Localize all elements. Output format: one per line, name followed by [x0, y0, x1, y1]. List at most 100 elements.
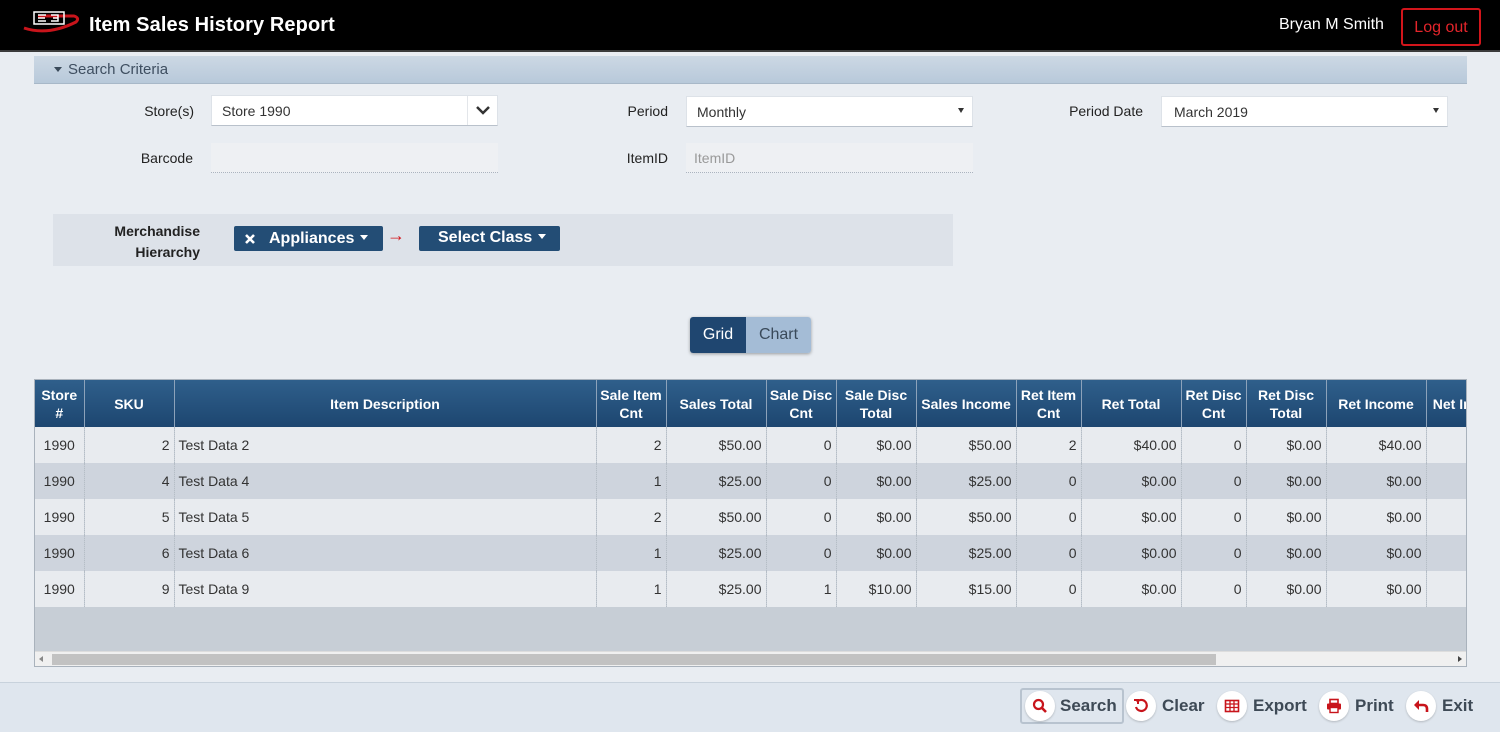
- remove-icon[interactable]: [244, 233, 256, 245]
- table-cell: 2: [1016, 427, 1082, 463]
- table-cell: $0.00: [836, 535, 917, 571]
- table-cell: 1: [596, 463, 667, 499]
- department-chip[interactable]: Appliances: [234, 226, 383, 251]
- scrollbar-thumb[interactable]: [52, 654, 1216, 665]
- barcode-input[interactable]: [211, 143, 498, 173]
- column-header[interactable]: Ret Disc Cnt: [1181, 380, 1247, 427]
- column-header[interactable]: Ret Item Cnt: [1016, 380, 1082, 427]
- table-row[interactable]: 1990 2 Test Data 2 2 $50.00 0 $0.00 $50.00 2 $40.…: [35, 427, 1466, 463]
- stores-select-value: Store 1990: [222, 103, 291, 119]
- export-button-label: Export: [1253, 696, 1307, 715]
- table-cell: $0.00: [1081, 463, 1182, 499]
- table-row[interactable]: 1990 5 Test Data 5 2 $50.00 0 $0.00 $50.00 0 $0.0…: [35, 499, 1466, 535]
- caret-down-icon: [538, 233, 547, 239]
- view-toggle: Grid Chart: [690, 317, 811, 353]
- dropdown-arrow-icon: [958, 108, 964, 113]
- column-header[interactable]: SKU: [84, 380, 175, 427]
- chevron-down-icon[interactable]: [467, 96, 497, 125]
- chart-view-button[interactable]: Chart: [746, 317, 811, 353]
- column-header[interactable]: Ret Total: [1081, 380, 1182, 427]
- e3-logo-icon: [23, 11, 80, 33]
- scroll-right-icon[interactable]: [1458, 656, 1462, 662]
- table-cell: 0: [1016, 463, 1082, 499]
- search-icon: [1025, 691, 1055, 721]
- column-header[interactable]: Ret Income: [1326, 380, 1427, 427]
- select-class-chip[interactable]: Select Class: [419, 226, 560, 251]
- table-cell: $0.00: [836, 427, 917, 463]
- search-criteria-label: Search Criteria: [68, 61, 169, 78]
- table-cell: $0.00: [1081, 535, 1182, 571]
- table-cell: 1990: [35, 463, 85, 499]
- table-cell: $25.00: [916, 535, 1017, 571]
- printer-icon: [1319, 691, 1349, 721]
- period-label: Period: [627, 103, 668, 119]
- column-header[interactable]: Sales Income: [916, 380, 1017, 427]
- table-row[interactable]: 1990 6 Test Data 6 1 $25.00 0 $0.00 $25.00 0 $0.0…: [35, 535, 1466, 571]
- table-cell: $50.00: [666, 499, 767, 535]
- sales-history-table: Store # SKU Item Description Sale Item Cnt S…: [35, 380, 1466, 607]
- stores-select[interactable]: Store 1990: [211, 95, 498, 126]
- table-cell: Test Data 4: [174, 463, 597, 499]
- table-cell: $25.00: [1426, 463, 1466, 499]
- period-select-value: Monthly: [697, 104, 747, 120]
- table-cell: $0.00: [1326, 499, 1427, 535]
- table-cell: $40.00: [1326, 427, 1427, 463]
- column-header[interactable]: Sale Item Cnt: [596, 380, 667, 427]
- period-select[interactable]: Monthly: [686, 96, 973, 127]
- table-cell: 0: [1016, 535, 1082, 571]
- print-button[interactable]: Print: [1319, 688, 1397, 724]
- table-cell: 5: [84, 499, 175, 535]
- table-body: 1990 2 Test Data 2 2 $50.00 0 $0.00 $50.00 2 $40.…: [35, 427, 1466, 607]
- table-row[interactable]: 1990 4 Test Data 4 1 $25.00 0 $0.00 $25.00 0 $0.0…: [35, 463, 1466, 499]
- table-cell: Test Data 9: [174, 571, 597, 607]
- table-row[interactable]: 1990 9 Test Data 9 1 $25.00 1 $10.00 $15.00 0 $0.…: [35, 571, 1466, 607]
- itemid-input[interactable]: [686, 143, 973, 173]
- table-cell: $0.00: [1326, 463, 1427, 499]
- table-cell: 1: [596, 571, 667, 607]
- table-cell: $0.00: [836, 463, 917, 499]
- table-cell: $25.00: [666, 463, 767, 499]
- table-cell: 1990: [35, 535, 85, 571]
- column-header[interactable]: Sales Total: [666, 380, 767, 427]
- search-button[interactable]: Search: [1020, 688, 1124, 724]
- exit-button[interactable]: Exit: [1406, 688, 1476, 724]
- table-cell: $25.00: [1426, 535, 1466, 571]
- stores-label: Store(s): [144, 103, 194, 119]
- table-cell: $25.00: [916, 463, 1017, 499]
- sales-history-grid: Store # SKU Item Description Sale Item Cnt S…: [34, 379, 1467, 667]
- table-cell: $50.00: [1426, 499, 1466, 535]
- logout-button[interactable]: Log out: [1401, 8, 1481, 46]
- column-header[interactable]: Sale Disc Total: [836, 380, 917, 427]
- undo-icon: [1126, 691, 1156, 721]
- table-header-row: Store # SKU Item Description Sale Item Cnt S…: [35, 380, 1466, 427]
- scroll-left-icon[interactable]: [39, 656, 43, 662]
- table-cell: $15.00: [1426, 571, 1466, 607]
- table-cell: $15.00: [916, 571, 1017, 607]
- column-header[interactable]: Item Description: [174, 380, 597, 427]
- table-cell: Test Data 6: [174, 535, 597, 571]
- table-cell: 0: [1181, 571, 1247, 607]
- merchandise-hierarchy-label: Merchandise Hierarchy: [114, 223, 200, 260]
- table-cell: Test Data 2: [174, 427, 597, 463]
- table-cell: $10.00: [836, 571, 917, 607]
- export-button[interactable]: Export: [1217, 688, 1309, 724]
- column-header[interactable]: Ret Disc Total: [1246, 380, 1327, 427]
- search-criteria-toggle[interactable]: Search Criteria: [34, 56, 1467, 84]
- table-cell: 1990: [35, 427, 85, 463]
- table-cell: 1: [596, 535, 667, 571]
- department-chip-label: Appliances: [269, 230, 355, 247]
- clear-button[interactable]: Clear: [1126, 688, 1206, 724]
- period-date-select[interactable]: March 2019: [1161, 96, 1448, 127]
- column-header[interactable]: Net Income: [1426, 380, 1466, 427]
- action-footer: [0, 682, 1500, 732]
- table-cell: 0: [1181, 463, 1247, 499]
- column-header[interactable]: Store #: [35, 380, 85, 427]
- caret-down-icon: [360, 234, 369, 240]
- table-cell: 0: [1181, 427, 1247, 463]
- horizontal-scrollbar[interactable]: [35, 651, 1466, 666]
- table-cell: 0: [766, 463, 837, 499]
- table-cell: 9: [84, 571, 175, 607]
- grid-view-button[interactable]: Grid: [690, 317, 746, 353]
- column-header[interactable]: Sale Disc Cnt: [766, 380, 837, 427]
- table-cell: 1990: [35, 571, 85, 607]
